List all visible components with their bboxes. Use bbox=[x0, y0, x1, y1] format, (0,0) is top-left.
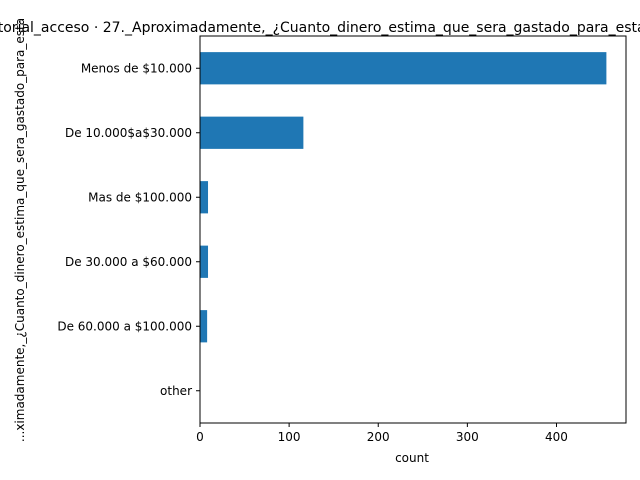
x-axis-label: count bbox=[395, 451, 429, 465]
chart-title: ...torial_acceso · 27._Aproximadamente,_… bbox=[0, 20, 640, 36]
y-axis-ticks: Menos de $10.000 De 10.000$a$30.000 Mas de… bbox=[57, 61, 200, 398]
x-axis-ticks: 0 100 200 300 400 bbox=[196, 423, 568, 444]
y-tick-label: Menos de $10.000 bbox=[81, 61, 192, 75]
y-axis-label: ...ximadamente,_¿Cuanto_dinero_estima_qu… bbox=[13, 18, 27, 442]
x-tick-label: 100 bbox=[278, 430, 301, 444]
bar-1 bbox=[200, 116, 304, 149]
y-tick-label: De 60.000 a $100.000 bbox=[57, 319, 192, 333]
x-tick-label: 400 bbox=[545, 430, 568, 444]
plot-area bbox=[199, 35, 627, 424]
y-tick-label: De 30.000 a $60.000 bbox=[65, 255, 192, 269]
plot-frame bbox=[199, 35, 627, 424]
bar-2 bbox=[200, 181, 209, 214]
bar-3 bbox=[200, 245, 209, 278]
x-tick-label: 0 bbox=[196, 430, 204, 444]
bar-0 bbox=[200, 52, 607, 85]
x-tick-label: 300 bbox=[456, 430, 479, 444]
y-tick-label: other bbox=[160, 384, 192, 398]
x-tick-label: 200 bbox=[367, 430, 390, 444]
y-tick-label: Mas de $100.000 bbox=[88, 190, 192, 204]
bar-4 bbox=[200, 310, 208, 343]
y-tick-label: De 10.000$a$30.000 bbox=[65, 126, 192, 140]
